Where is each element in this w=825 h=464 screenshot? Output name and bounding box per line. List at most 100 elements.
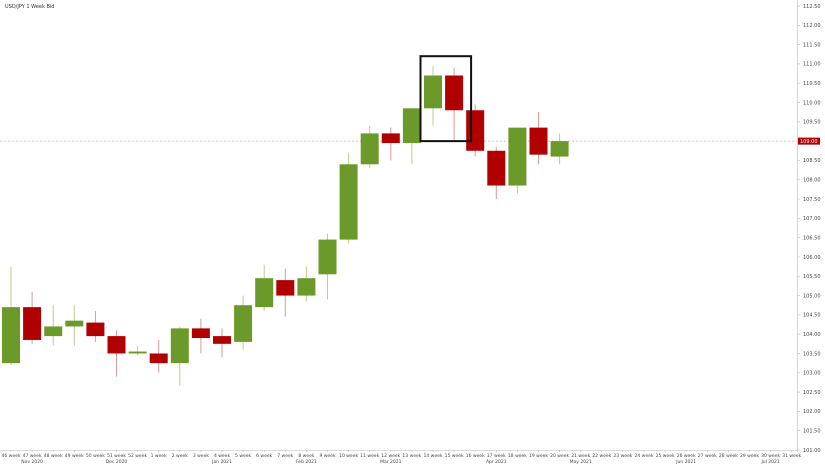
annotation-box [419, 55, 473, 143]
x-week-label: 52 week [128, 453, 147, 459]
chart-title: USD/JPY 1 Week Bid [5, 4, 54, 10]
x-week-label: 25 week [656, 453, 675, 459]
candle-body-up [255, 278, 274, 308]
candle-body-up [550, 141, 569, 157]
candle-body-up [402, 108, 421, 144]
candle-body-down [487, 150, 506, 186]
candle-body-up [128, 351, 147, 354]
x-week-label: 47 week [23, 453, 42, 459]
current-price-label: 109.00 [800, 139, 818, 145]
x-week-label: 28 week [719, 453, 738, 459]
x-month-label: Nov 2020 [21, 459, 43, 464]
x-week-label: 1 week [151, 453, 168, 459]
x-week-label: 23 week [613, 453, 632, 459]
x-month-label: Feb 2021 [296, 459, 317, 464]
x-week-label: 22 week [592, 453, 611, 459]
x-week-label: 17 week [487, 453, 506, 459]
candle-body-up [360, 133, 379, 165]
candle-body-up [44, 326, 63, 337]
candle-body-down [529, 127, 548, 155]
candle-body-down [149, 353, 168, 364]
x-month-label: Apr 2021 [486, 459, 507, 464]
x-week-label: 4 week [214, 453, 231, 459]
y-tick-label: 101.00 [803, 448, 821, 454]
x-week-label: 49 week [65, 453, 84, 459]
x-week-label: 12 week [381, 453, 400, 459]
y-tick-label: 110.50 [803, 81, 821, 87]
y-tick-label: 102.50 [803, 390, 821, 396]
y-tick-label: 107.50 [803, 197, 821, 203]
candle-body-up [170, 328, 189, 364]
candle-body-down [381, 133, 400, 144]
y-tick-label: 101.50 [803, 428, 821, 434]
x-week-label: 48 week [44, 453, 63, 459]
y-tick-label: 106.00 [803, 255, 821, 261]
candle-body-up [297, 278, 316, 296]
candles [2, 65, 569, 387]
candle-body-up [318, 239, 337, 275]
y-tick-label: 108.50 [803, 158, 821, 164]
x-week-label: 15 week [445, 453, 464, 459]
y-tick-label: 108.00 [803, 178, 821, 184]
x-week-label: 19 week [529, 453, 548, 459]
x-week-label: 50 week [86, 453, 105, 459]
x-month-label: Dec 2020 [106, 459, 128, 464]
x-week-label: 27 week [698, 453, 717, 459]
x-week-label: 11 week [360, 453, 379, 459]
x-week-label: 8 week [298, 453, 315, 459]
candle-body-up [339, 164, 358, 240]
candle-body-down [23, 307, 42, 340]
candle-body-down [276, 280, 295, 296]
x-week-label: 10 week [339, 453, 358, 459]
candle-body-down [213, 336, 231, 344]
candle-body-up [65, 320, 84, 327]
x-week-label: 20 week [550, 453, 569, 459]
x-week-label: 16 week [466, 453, 485, 459]
candle-body-up [424, 75, 442, 109]
x-week-label: 6 week [256, 453, 273, 459]
x-month-label: Jul 2021 [760, 459, 779, 464]
candle-body-down [445, 75, 464, 111]
x-week-label: 51 week [107, 453, 126, 459]
x-week-label: 14 week [424, 453, 443, 459]
x-week-label: 26 week [677, 453, 696, 459]
y-tick-label: 104.00 [803, 332, 821, 338]
x-week-label: 2 week [172, 453, 189, 459]
y-tick-label: 104.50 [803, 313, 821, 319]
y-tick-label: 103.50 [803, 351, 821, 357]
y-tick-label: 112.50 [803, 4, 821, 10]
x-month-label: Jan 2021 [211, 459, 232, 464]
candle-body-up [2, 307, 20, 364]
y-tick-label: 109.50 [803, 120, 821, 126]
y-tick-label: 107.00 [803, 216, 821, 222]
y-tick-label: 111.00 [803, 62, 821, 68]
x-week-label: 5 week [235, 453, 252, 459]
candle-body-down [191, 328, 210, 339]
x-axis-ticks: 46 week 47 week 48 week 49 week 50 week 51 we… [2, 450, 802, 464]
x-week-label: 3 week [193, 453, 210, 459]
y-tick-label: 110.00 [803, 100, 821, 106]
candle-body-up [234, 305, 253, 342]
y-tick-label: 103.00 [803, 371, 821, 377]
candle-body-down [107, 336, 126, 354]
y-tick-label: 102.00 [803, 409, 821, 415]
candle-body-up [508, 127, 527, 186]
x-week-label: 9 week [319, 453, 336, 459]
x-week-label: 46 week [2, 453, 21, 459]
x-week-label: 13 week [402, 453, 421, 459]
current-price-tag [798, 137, 820, 145]
y-tick-label: 105.00 [803, 293, 821, 299]
x-week-label: 18 week [508, 453, 527, 459]
candle-body-down [86, 322, 105, 337]
x-week-label: 31 week [782, 453, 801, 459]
x-month-label: May 2021 [570, 459, 592, 464]
y-tick-label: 112.00 [803, 23, 821, 29]
y-tick-label: 106.50 [803, 235, 821, 241]
y-tick-label: 105.50 [803, 274, 821, 280]
candle-body-down [466, 110, 485, 151]
x-week-label: 21 week [571, 453, 590, 459]
x-week-label: 30 week [761, 453, 780, 459]
y-tick-label: 111.50 [803, 42, 821, 48]
